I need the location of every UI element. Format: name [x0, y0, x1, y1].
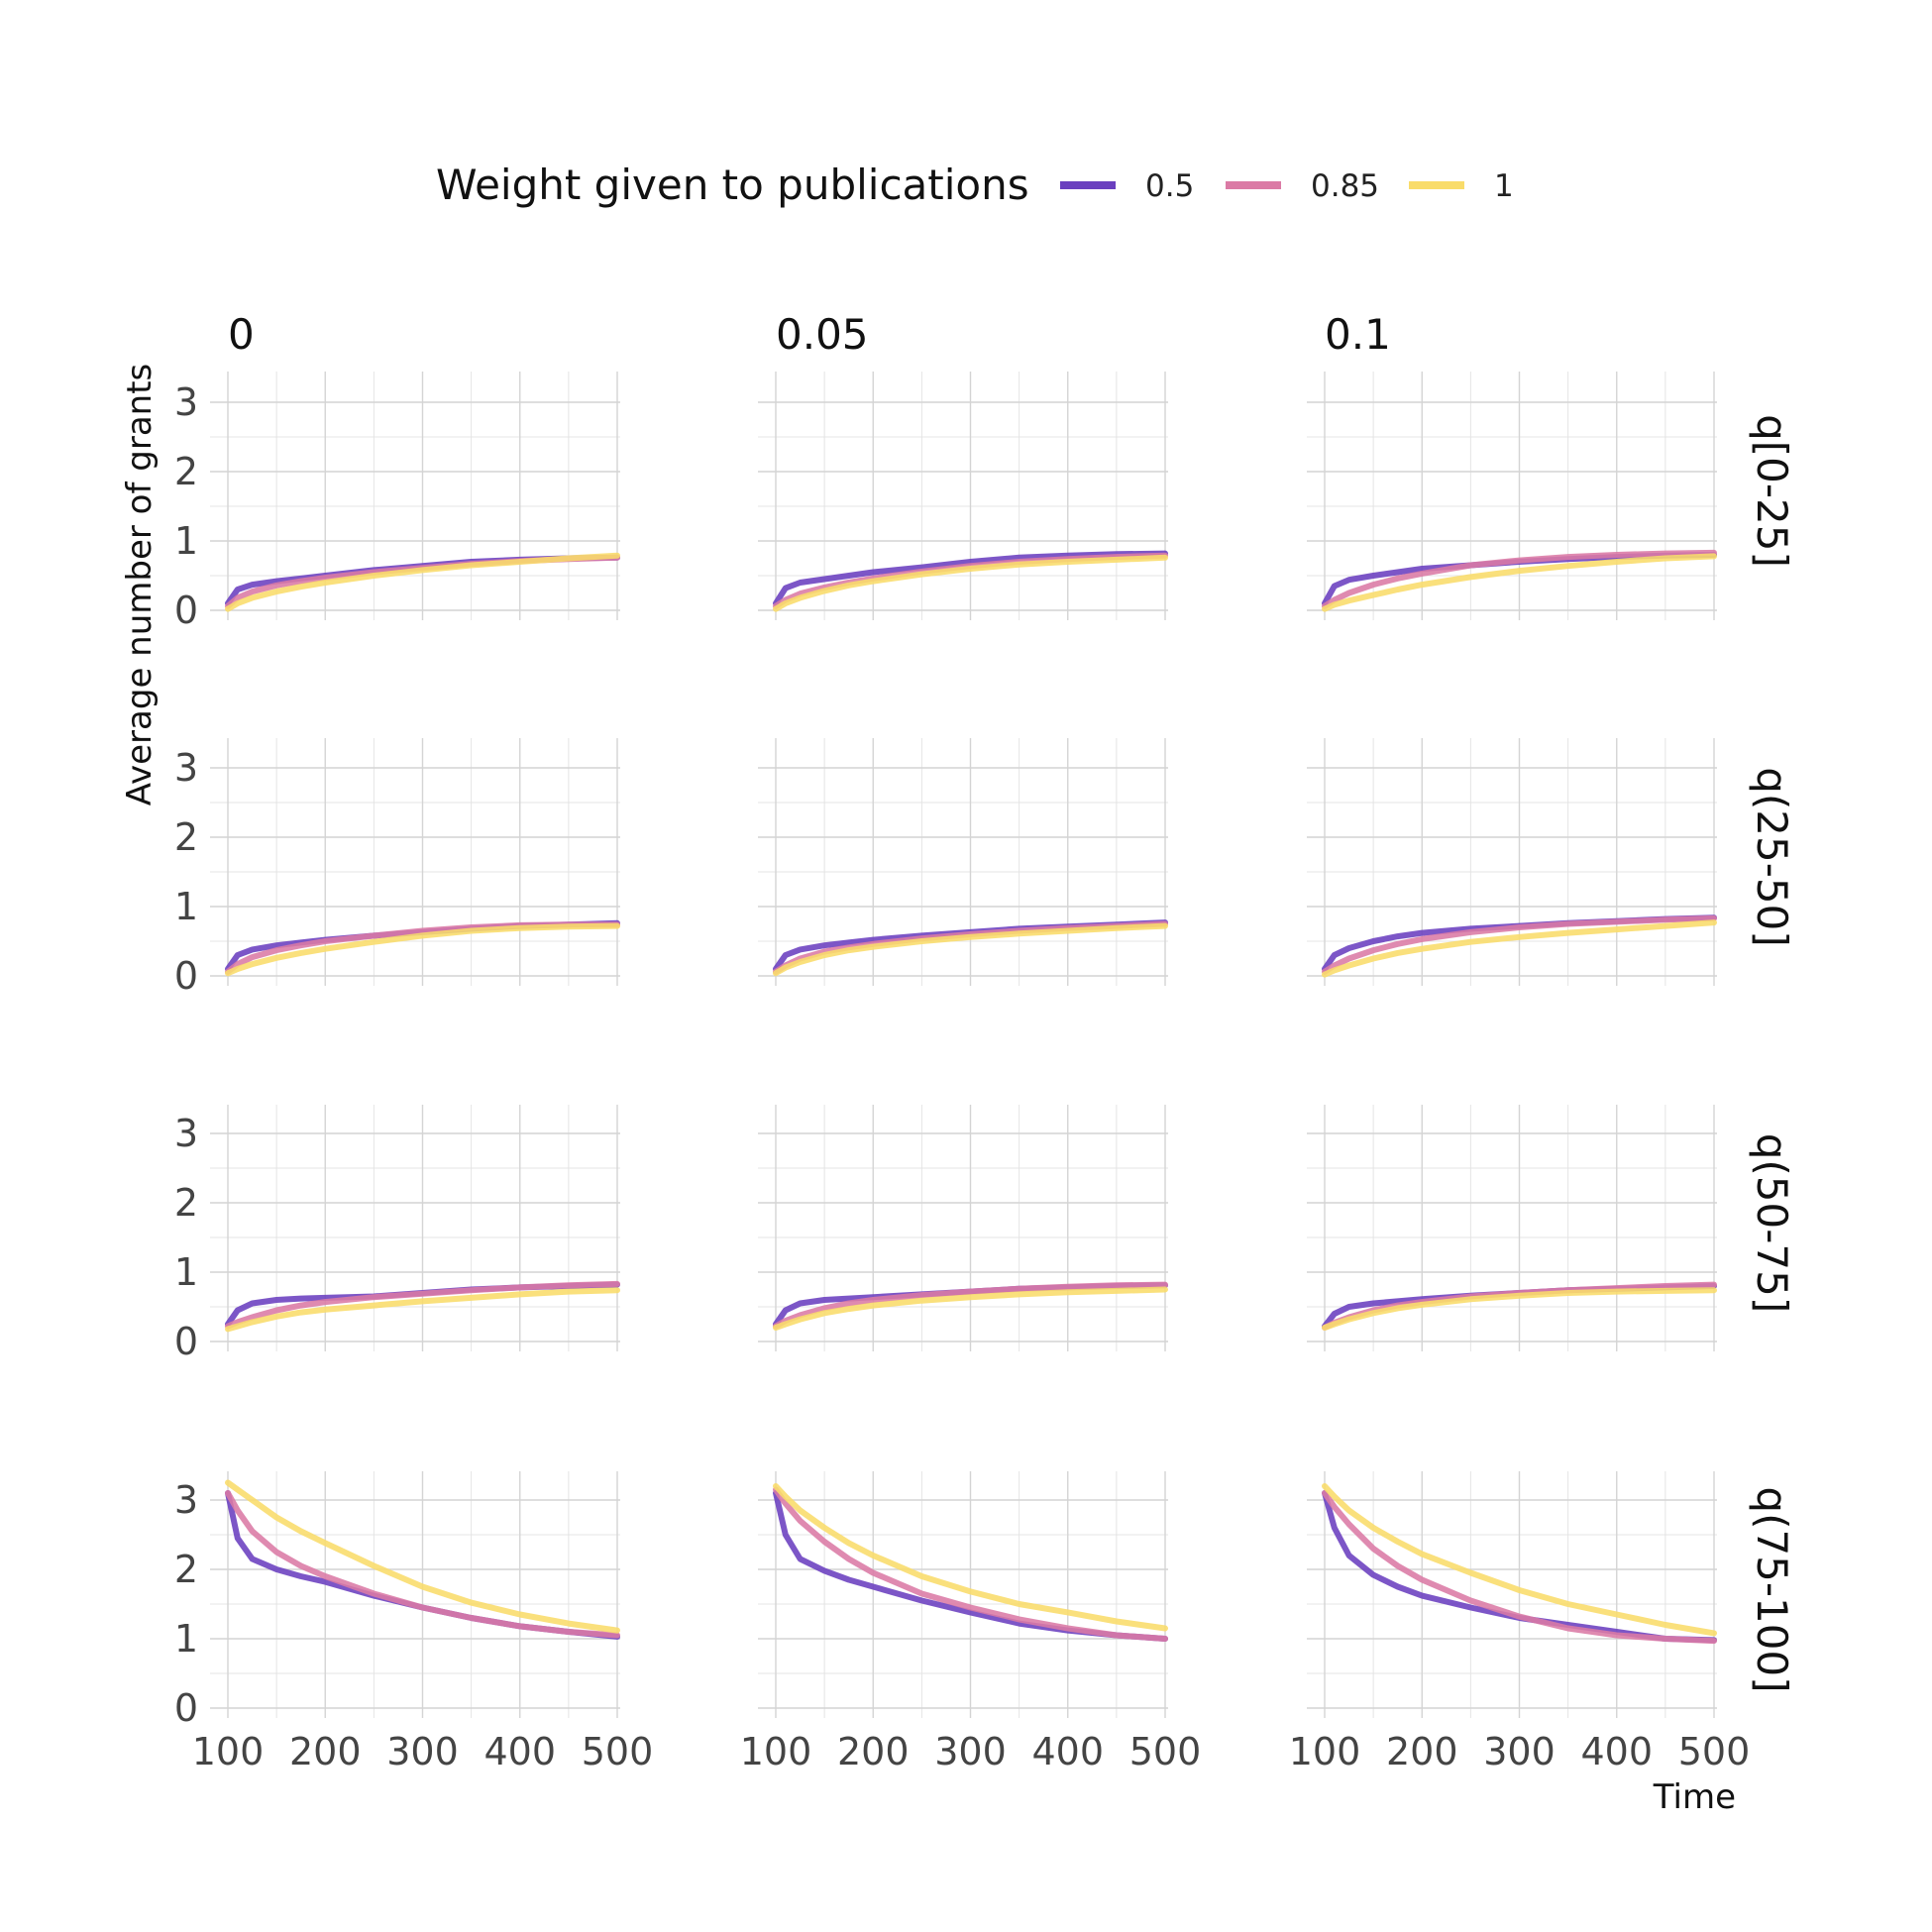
- series-line-1: [1322, 1483, 1717, 1637]
- x-tick-label: 500: [1129, 1730, 1202, 1773]
- row-strip-label: q(25-50]: [1748, 767, 1796, 946]
- x-tick-label: 200: [1386, 1730, 1458, 1773]
- y-tick-label: 0: [174, 954, 198, 998]
- panel: [1307, 372, 1717, 620]
- y-tick-label: 1: [174, 885, 198, 928]
- x-tick-label: 500: [1678, 1730, 1751, 1773]
- series-line-1: [773, 554, 1168, 612]
- panel: 0 1 2 3: [174, 738, 620, 998]
- y-tick-label: 3: [174, 1112, 198, 1155]
- row-strip-label: q[0-25]: [1748, 414, 1796, 568]
- series-line-1: [225, 1479, 620, 1634]
- y-tick-label: 1: [174, 519, 198, 563]
- column-strip-label: 0: [228, 310, 255, 359]
- x-tick-label: 400: [1580, 1730, 1653, 1773]
- series-line-1: [773, 1483, 1168, 1632]
- y-tick-label: 2: [174, 1181, 198, 1225]
- panel: [1307, 1105, 1717, 1351]
- series-line-0_85: [1322, 549, 1717, 609]
- series-line-1: [1322, 919, 1717, 978]
- y-tick-label: 0: [174, 1686, 198, 1730]
- y-tick-label: 2: [174, 815, 198, 859]
- series-line-0_85: [773, 1281, 1168, 1330]
- x-tick-label: 300: [386, 1730, 459, 1773]
- x-tick-label: 400: [483, 1730, 556, 1773]
- x-tick-label: 100: [740, 1730, 812, 1773]
- series-line-0_85: [1322, 914, 1717, 975]
- legend-label-0_85: 0.85: [1311, 168, 1379, 204]
- y-tick-label: 2: [174, 450, 198, 493]
- y-tick-label: 3: [174, 746, 198, 790]
- x-tick-label: 200: [837, 1730, 910, 1773]
- panel: 100 200 300 400 500: [740, 1471, 1202, 1773]
- legend-title: Weight given to publications: [436, 161, 1029, 209]
- x-tick-label: 200: [289, 1730, 362, 1773]
- x-tick-label: 300: [934, 1730, 1007, 1773]
- series-line-0_5: [773, 550, 1168, 606]
- series-line-0_85: [225, 1490, 620, 1639]
- series-line-0_85: [773, 1486, 1168, 1642]
- row-strip-label: q(50-75]: [1748, 1133, 1796, 1313]
- legend-label-1: 1: [1494, 168, 1514, 204]
- series-line-0_85: [1322, 1490, 1717, 1645]
- series-line-1: [225, 1287, 620, 1333]
- y-axis-title: Average number of grants: [120, 364, 160, 806]
- panel: 0 1 2 3: [174, 372, 620, 632]
- column-strip-label: 0.05: [776, 310, 869, 359]
- panel: [1307, 738, 1717, 986]
- y-tick-label: 1: [174, 1250, 198, 1294]
- x-axis-title: Time: [1653, 1777, 1736, 1817]
- series-line-1: [225, 922, 620, 977]
- column-strip-label: 0.1: [1325, 310, 1391, 359]
- x-tick-label: 300: [1483, 1730, 1556, 1773]
- panel: [758, 1105, 1168, 1351]
- x-tick-label: 500: [582, 1730, 654, 1773]
- row-strip-label: q(75-100]: [1748, 1486, 1796, 1692]
- facet-panels: 0 0.05 0.1 q[0-25] q(25-50] q(50-75] q(75-100]…: [174, 310, 1796, 1773]
- x-tick-label: 100: [192, 1730, 265, 1773]
- panel: [758, 738, 1168, 986]
- panel: 0 1 2 3: [174, 1105, 620, 1363]
- panel: [758, 372, 1168, 620]
- x-tick-label: 100: [1289, 1730, 1361, 1773]
- x-tick-label: 400: [1031, 1730, 1104, 1773]
- series-line-1: [225, 552, 620, 612]
- series-line-1: [1322, 1287, 1717, 1331]
- series-line-0_85: [225, 1280, 620, 1330]
- legend-label-0_5: 0.5: [1145, 168, 1194, 204]
- series-line-1: [1322, 553, 1717, 612]
- y-tick-label: 0: [174, 589, 198, 632]
- y-tick-label: 1: [174, 1617, 198, 1661]
- series-line-1: [773, 1286, 1168, 1331]
- legend: Weight given to publications 0.5 0.85 1: [436, 161, 1514, 209]
- panel: 100 200 300 400 500: [1289, 1471, 1751, 1773]
- series-line-1: [773, 922, 1168, 977]
- y-tick-label: 3: [174, 1478, 198, 1522]
- panel: 0 1 2 3 100 200 300 400 500: [174, 1471, 653, 1773]
- y-tick-label: 2: [174, 1548, 198, 1591]
- y-tick-label: 3: [174, 380, 198, 424]
- y-tick-label: 0: [174, 1320, 198, 1363]
